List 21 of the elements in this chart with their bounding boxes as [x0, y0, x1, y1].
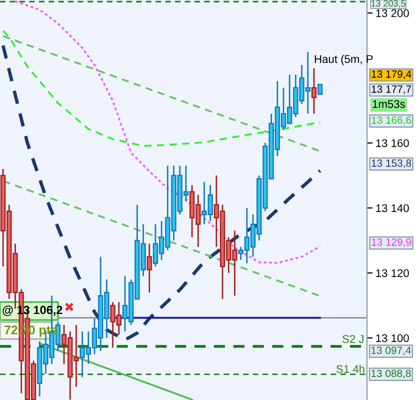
- y-tick-label: 13 100: [376, 334, 409, 342]
- text: 1m53s: [372, 100, 405, 108]
- candlestick: [311, 68, 317, 114]
- text: S2 J: [342, 335, 364, 343]
- y-tick-label: 13 120: [376, 269, 409, 278]
- candlestick: [317, 84, 323, 95]
- text: 13 179,4: [372, 70, 412, 80]
- ref-line-label: 13 088,8: [371, 370, 411, 378]
- annotation: Haut (5m, P: [314, 54, 373, 66]
- text: 13 153,8: [372, 159, 412, 168]
- y-tick-label: 13 140: [376, 204, 409, 212]
- text: 13 166,6: [372, 116, 412, 126]
- y-tick-label: 13 160: [376, 139, 409, 148]
- annotation: ✖: [65, 302, 74, 312]
- text: 13 129,9: [372, 238, 412, 248]
- ref-line-label: 13 203,5: [371, 0, 406, 8]
- ref-line-label: 13 097,4: [371, 346, 411, 356]
- y-tick-label: 13 200: [376, 9, 409, 18]
- candlestick: [146, 243, 152, 294]
- text: S1 4h: [336, 364, 364, 373]
- text: 13 177,7: [372, 85, 412, 94]
